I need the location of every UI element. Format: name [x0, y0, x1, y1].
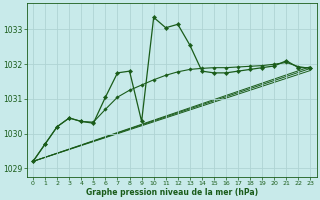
X-axis label: Graphe pression niveau de la mer (hPa): Graphe pression niveau de la mer (hPa)	[86, 188, 258, 197]
